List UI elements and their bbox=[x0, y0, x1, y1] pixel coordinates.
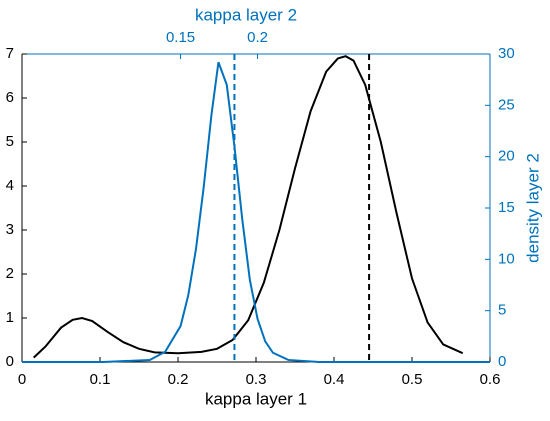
x-tick-label: 0.1 bbox=[90, 371, 111, 388]
y-tick-label: 2 bbox=[6, 265, 14, 282]
line-series bbox=[22, 61, 490, 363]
y-tick-label: 3 bbox=[6, 221, 14, 238]
x-tick-label: 0 bbox=[18, 371, 26, 388]
y2-tick-label: 25 bbox=[498, 96, 515, 113]
x2-axis-label: kappa layer 2 bbox=[195, 5, 297, 24]
x-tick-label: 0.3 bbox=[246, 371, 267, 388]
y2-tick-label: 10 bbox=[498, 250, 515, 267]
x2-tick-label: 0.2 bbox=[247, 29, 268, 46]
y-tick-label: 0 bbox=[6, 353, 14, 370]
y-tick-label: 1 bbox=[6, 309, 14, 326]
y2-tick-label: 20 bbox=[498, 148, 515, 165]
y2-tick-label: 15 bbox=[498, 199, 515, 216]
x-tick-label: 0.5 bbox=[402, 371, 423, 388]
y2-tick-label: 30 bbox=[498, 45, 515, 62]
x2-tick-label: 0.15 bbox=[166, 29, 195, 46]
y2-tick-label: 5 bbox=[498, 302, 506, 319]
x-axis-label: kappa layer 1 bbox=[205, 389, 307, 408]
x-tick-label: 0.6 bbox=[480, 371, 501, 388]
y2-tick-label: 0 bbox=[498, 353, 506, 370]
line-series bbox=[33, 55, 464, 359]
y2-axis-label: density layer 2 bbox=[523, 153, 542, 263]
x-tick-label: 0.4 bbox=[324, 371, 345, 388]
y-tick-label: 7 bbox=[6, 45, 14, 62]
y-tick-label: 4 bbox=[6, 177, 14, 194]
x-tick-label: 0.2 bbox=[168, 371, 189, 388]
y-tick-label: 6 bbox=[6, 89, 14, 106]
y-tick-label: 5 bbox=[6, 133, 14, 150]
